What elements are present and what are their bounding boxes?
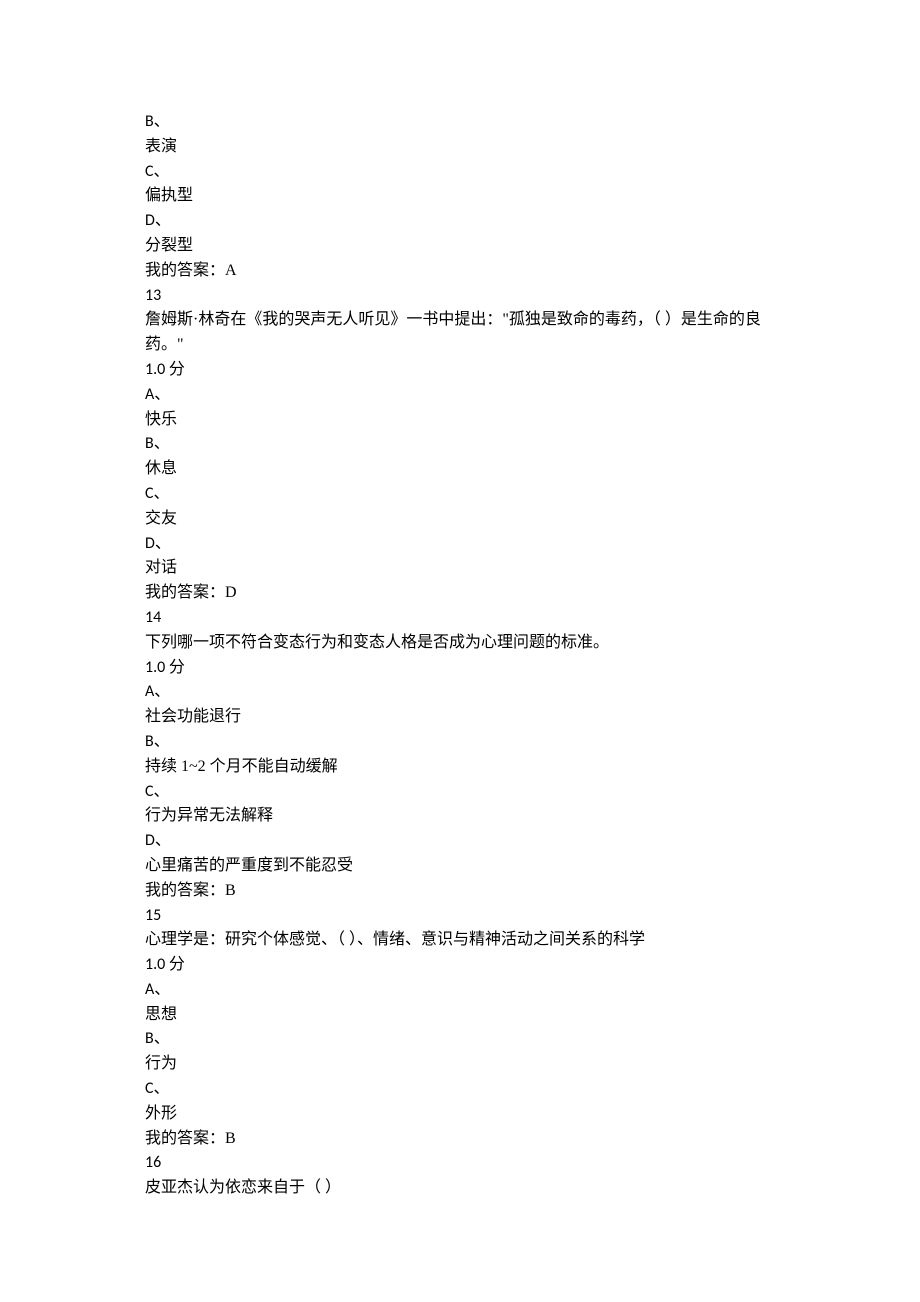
question-stem: 皮亚杰认为依恋来自于（ ）	[145, 1176, 775, 1201]
option-c-text: 交友	[145, 507, 775, 532]
option-c-text: 偏执型	[145, 184, 775, 209]
option-b-text: 持续 1~2 个月不能自动缓解	[145, 755, 775, 780]
option-a-marker: A、	[145, 978, 775, 1003]
option-d-text: 分裂型	[145, 234, 775, 259]
option-c-text: 行为异常无法解释	[145, 804, 775, 829]
question-number: 15	[145, 904, 775, 929]
answer-line: 我的答案：A	[145, 259, 775, 284]
option-b-text: 休息	[145, 457, 775, 482]
option-c-marker: C、	[145, 482, 775, 507]
option-a-marker: A、	[145, 680, 775, 705]
question-15: 15 心理学是：研究个体感觉、（ ）、情绪、意识与精神活动之间关系的科学 1.0…	[145, 904, 775, 1152]
option-c-marker: C、	[145, 1077, 775, 1102]
option-b-marker: B、	[145, 1027, 775, 1052]
question-stem: 下列哪一项不符合变态行为和变态人格是否成为心理问题的标准。	[145, 631, 775, 656]
answer-line: 我的答案：B	[145, 1127, 775, 1152]
option-b-text: 表演	[145, 135, 775, 160]
option-c-text: 外形	[145, 1102, 775, 1127]
option-a-marker: A、	[145, 383, 775, 408]
question-number: 13	[145, 284, 775, 309]
option-a-text: 思想	[145, 1003, 775, 1028]
option-b-marker: B、	[145, 110, 775, 135]
option-b-marker: B、	[145, 432, 775, 457]
option-c-marker: C、	[145, 780, 775, 805]
question-number: 16	[145, 1151, 775, 1176]
question-number: 14	[145, 606, 775, 631]
option-d-marker: D、	[145, 209, 775, 234]
option-c-marker: C、	[145, 160, 775, 185]
score-line: 1.0 分	[145, 656, 775, 681]
score-line: 1.0 分	[145, 358, 775, 383]
option-b-marker: B、	[145, 730, 775, 755]
question-stem: 詹姆斯·林奇在《我的哭声无人听见》一书中提出："孤独是致命的毒药，（ ）是生命的…	[145, 308, 775, 358]
score-line: 1.0 分	[145, 953, 775, 978]
option-d-marker: D、	[145, 532, 775, 557]
answer-line: 我的答案：D	[145, 581, 775, 606]
option-a-text: 社会功能退行	[145, 705, 775, 730]
question-stem: 心理学是：研究个体感觉、（ ）、情绪、意识与精神活动之间关系的科学	[145, 928, 775, 953]
question-14: 14 下列哪一项不符合变态行为和变态人格是否成为心理问题的标准。 1.0 分 A…	[145, 606, 775, 904]
option-b-text: 行为	[145, 1052, 775, 1077]
answer-line: 我的答案：B	[145, 879, 775, 904]
option-d-text: 对话	[145, 556, 775, 581]
option-d-text: 心里痛苦的严重度到不能忍受	[145, 854, 775, 879]
question-16: 16 皮亚杰认为依恋来自于（ ）	[145, 1151, 775, 1201]
question-13: 13 詹姆斯·林奇在《我的哭声无人听见》一书中提出："孤独是致命的毒药，（ ）是…	[145, 284, 775, 606]
question-12-partial: B、 表演 C、 偏执型 D、 分裂型 我的答案：A	[145, 110, 775, 284]
option-d-marker: D、	[145, 829, 775, 854]
option-a-text: 快乐	[145, 408, 775, 433]
